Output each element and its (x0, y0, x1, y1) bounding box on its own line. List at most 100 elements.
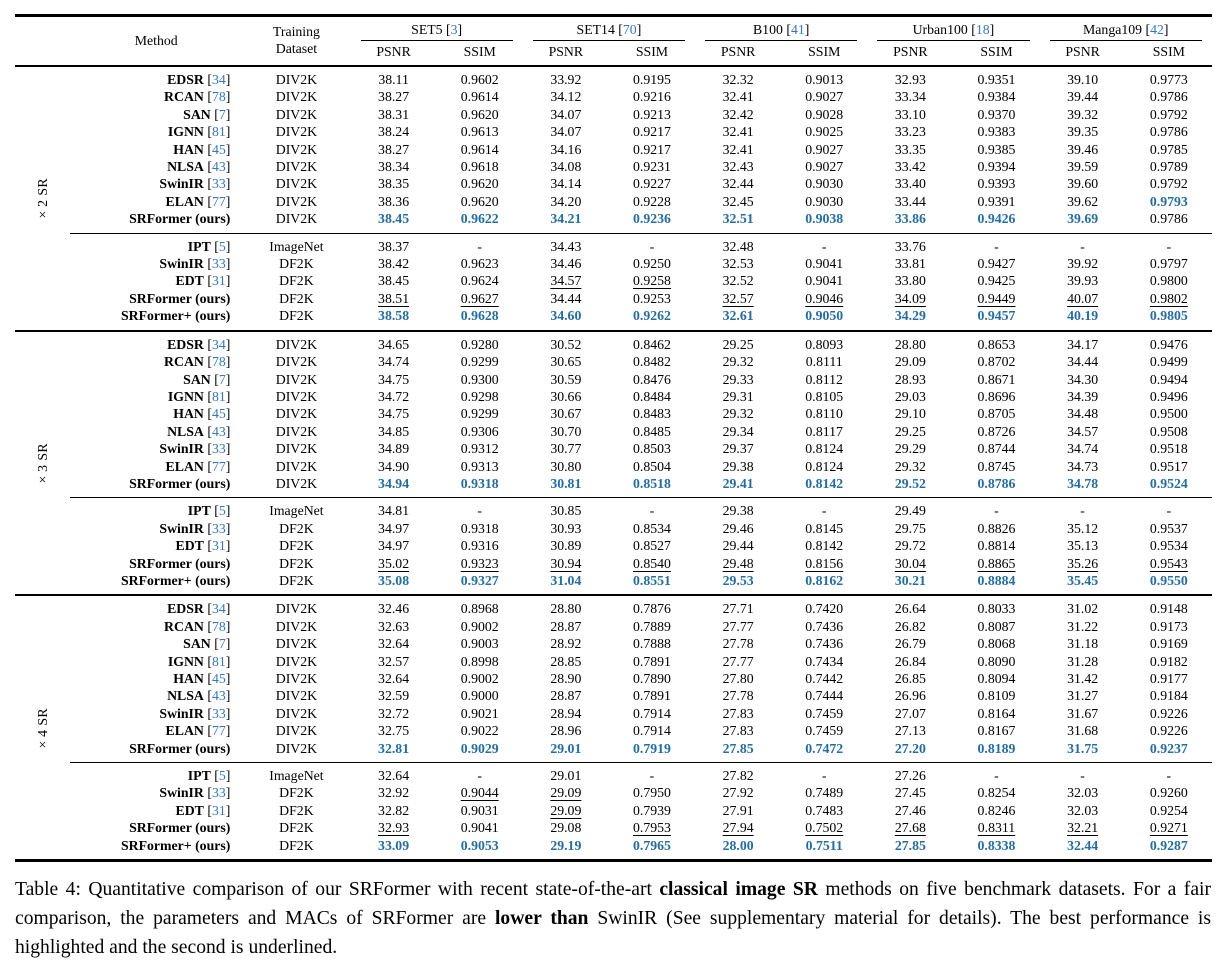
value-cell: 0.9318 (460, 520, 499, 536)
table-row: ELAN [77] DIV2K 38.36 0.9620 34.20 0.9228 32.4… (15, 193, 1212, 210)
table-row: SwinIR [33] DIV2K 34.89 0.9312 30.77 0.8503 29… (15, 440, 1212, 457)
value-cell: 33.10 (894, 106, 926, 122)
value-cell: - (1166, 238, 1172, 254)
value-cell: 39.10 (1067, 72, 1099, 87)
value-cell: 33.44 (894, 193, 926, 209)
training-dataset-cell: DIV2K (275, 388, 318, 404)
value-cell: 38.34 (378, 159, 410, 175)
value-cell: 0.9620 (460, 193, 499, 209)
value-cell: 0.9258 (633, 273, 671, 289)
value-cell: 29.32 (722, 406, 754, 422)
value-cell: 33.34 (894, 89, 926, 105)
value-cell: 0.8338 (977, 837, 1016, 853)
method-cell: HAN [45] (173, 141, 231, 157)
table-row: SRFormer (ours) DF2K 35.02 0.9323 30.94 0.854… (15, 555, 1212, 572)
value-cell: 34.57 (1067, 423, 1099, 439)
method-cell: SRFormer (ours) (129, 740, 231, 756)
value-cell: 32.63 (378, 618, 410, 634)
value-cell: 0.9217 (633, 124, 671, 140)
table-row: SRFormer+ (ours) DF2K 35.08 0.9327 31.04 0.85… (15, 572, 1212, 595)
value-cell: 34.90 (378, 458, 410, 474)
training-dataset-cell: DF2K (279, 820, 314, 836)
training-dataset-cell: DF2K (279, 802, 314, 818)
training-dataset-cell: DIV2K (275, 89, 318, 105)
value-cell: 0.9614 (460, 89, 499, 105)
method-cell: ELAN [77] (165, 193, 231, 209)
value-cell: 32.82 (378, 802, 410, 818)
value-cell: 29.32 (894, 458, 926, 474)
value-cell: 0.7436 (805, 618, 844, 634)
value-cell: 0.9327 (460, 572, 499, 588)
table-row: NLSA [43] DIV2K 34.85 0.9306 30.70 0.8485 29.3… (15, 423, 1212, 440)
value-cell: 32.81 (378, 740, 410, 756)
value-cell: 0.9543 (1149, 555, 1188, 571)
citation-number: 77 (211, 723, 226, 739)
value-cell: 0.9370 (977, 106, 1016, 122)
value-cell: - (1080, 238, 1085, 254)
citation-number: 33 (211, 441, 226, 457)
value-cell: 32.03 (1067, 785, 1099, 801)
value-cell: 29.34 (722, 423, 754, 439)
value-cell: 27.26 (894, 768, 926, 784)
value-cell: 27.77 (722, 653, 754, 669)
citation-number: 78 (211, 89, 226, 105)
training-dataset-cell: DIV2K (275, 458, 318, 474)
method-cell: SAN [7] (183, 636, 231, 652)
table-row: IPT [5] ImageNet 34.81 - 30.85 - 29.38 - 29.49 - -… (15, 497, 1212, 520)
value-cell: 34.46 (550, 256, 582, 272)
value-cell: 30.93 (550, 520, 582, 536)
value-cell: 40.19 (1067, 308, 1099, 324)
value-cell: 0.8094 (977, 671, 1016, 686)
value-cell: 0.9614 (460, 141, 499, 157)
citation-number: 41 (790, 22, 805, 37)
value-cell: 0.7511 (805, 837, 843, 853)
value-cell: 34.17 (1067, 336, 1099, 352)
value-cell: 0.9173 (1149, 618, 1188, 634)
value-cell: 29.01 (550, 740, 582, 756)
value-cell: 35.13 (1067, 538, 1099, 554)
value-cell: 35.45 (1067, 572, 1099, 588)
value-cell: 31.22 (1067, 618, 1099, 634)
results-table: Method Training Dataset SET5 [3] SET14 [… (15, 14, 1212, 863)
value-cell: 34.16 (550, 141, 582, 157)
table-row: EDT [31] DF2K 32.82 0.9031 29.09 0.7939 27.91 0… (15, 802, 1212, 819)
value-cell: - (994, 768, 999, 784)
value-cell: 31.75 (1067, 740, 1099, 756)
metric-header-ssim: SSIM (635, 44, 669, 59)
value-cell: 31.67 (1067, 705, 1099, 721)
value-cell: 35.08 (378, 572, 410, 588)
value-cell: 32.41 (722, 141, 754, 157)
benchmark-header-b100: B100 [41] (695, 16, 867, 41)
value-cell: 0.8033 (977, 601, 1016, 617)
value-cell: 0.8090 (977, 653, 1016, 669)
value-cell: 32.52 (722, 273, 754, 289)
value-cell: 32.92 (378, 785, 410, 801)
method-cell: SwinIR [33] (159, 176, 231, 192)
value-cell: 0.9029 (460, 740, 499, 756)
training-dataset-cell: DIV2K (275, 141, 318, 157)
training-dataset-cell: DIV2K (275, 371, 318, 387)
training-dataset-cell: DIV2K (275, 106, 318, 122)
table-row: SRFormer+ (ours) DF2K 33.09 0.9053 29.19 0.79… (15, 837, 1212, 861)
value-cell: 0.9041 (805, 273, 844, 289)
value-cell: 27.77 (722, 618, 754, 634)
method-cell: EDSR [34] (167, 601, 231, 617)
value-cell: 27.20 (894, 740, 926, 756)
value-cell: 0.9298 (460, 388, 499, 404)
value-cell: 0.9184 (1149, 688, 1188, 704)
table-row: SAN [7] DIV2K 32.64 0.9003 28.92 0.7888 27.78 0… (15, 635, 1212, 652)
method-cell: SRFormer+ (ours) (120, 308, 231, 324)
metric-header-ssim: SSIM (1152, 44, 1185, 59)
metric-header-psnr: PSNR (376, 44, 411, 59)
table-row: ×2 SR EDSR [34] DIV2K 38.11 0.9602 33.92 0.919… (15, 66, 1212, 222)
value-cell: 0.7891 (633, 688, 671, 704)
value-cell: 0.9306 (460, 423, 499, 439)
value-cell: 33.23 (894, 124, 926, 140)
caption-bold-text: lower than (494, 907, 589, 929)
value-cell: - (821, 238, 827, 254)
value-cell: 29.25 (722, 336, 754, 352)
value-cell: 31.18 (1067, 636, 1099, 652)
value-cell: - (1166, 503, 1172, 519)
value-cell: 34.89 (378, 441, 410, 457)
value-cell: 0.9622 (460, 211, 499, 227)
